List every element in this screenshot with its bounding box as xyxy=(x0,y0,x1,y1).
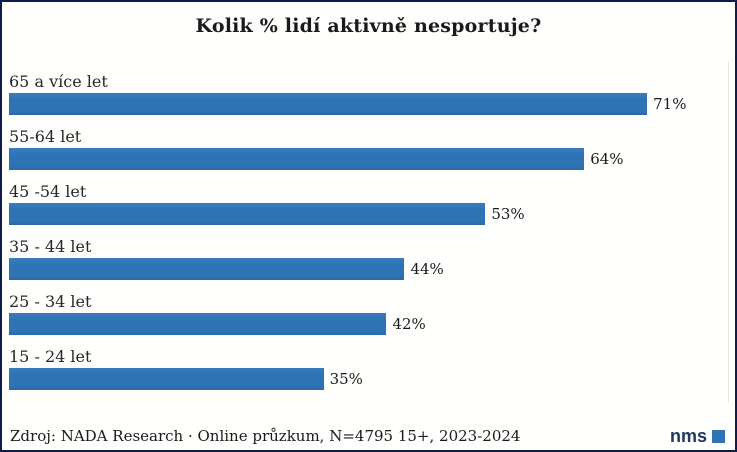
bar-row: 25 - 34 let 42% xyxy=(9,293,728,335)
bar-row: 15 - 24 let 35% xyxy=(9,348,728,390)
value-label: 64% xyxy=(590,150,624,168)
footer: Zdroj: NADA Research · Online průzkum, N… xyxy=(10,427,725,445)
chart-title: Kolik % lidí aktivně nesportuje? xyxy=(195,15,542,37)
value-label: 35% xyxy=(329,370,363,388)
bar-row: 65 a více let 71% xyxy=(9,73,728,115)
category-label: 15 - 24 let xyxy=(9,347,92,366)
bar-line: 35% xyxy=(9,368,728,390)
value-label: 42% xyxy=(392,315,426,333)
value-label: 44% xyxy=(410,260,444,278)
nms-logo-text: nms xyxy=(669,426,707,446)
bar xyxy=(9,148,585,170)
plot-right-border xyxy=(728,62,729,402)
bar-row: 55-64 let 64% xyxy=(9,128,728,170)
category-label: 25 - 34 let xyxy=(9,292,92,311)
bar-line: 71% xyxy=(9,93,728,115)
bar xyxy=(9,93,648,115)
nms-logo: nms xyxy=(670,427,725,445)
logo-square-icon xyxy=(712,429,725,443)
value-label: 71% xyxy=(653,95,687,113)
bar-line: 53% xyxy=(9,203,728,225)
bar-line: 44% xyxy=(9,258,728,280)
category-label: 35 - 44 let xyxy=(9,237,92,256)
bar-row: 45 -54 let 53% xyxy=(9,183,728,225)
category-label: 45 -54 let xyxy=(9,182,87,201)
category-label: 65 a více let xyxy=(9,72,108,91)
bar xyxy=(9,313,387,335)
bar xyxy=(9,203,486,225)
bar-line: 64% xyxy=(9,148,728,170)
bar xyxy=(9,258,405,280)
bar-chart: 65 a více let 71% 55-64 let 64% 45 -54 let 53… xyxy=(2,73,735,390)
bar-row: 35 - 44 let 44% xyxy=(9,238,728,280)
bar-line: 42% xyxy=(9,313,728,335)
source-note: Zdroj: NADA Research · Online průzkum, N… xyxy=(10,427,521,445)
value-label: 53% xyxy=(491,205,525,223)
bar xyxy=(9,368,324,390)
category-label: 55-64 let xyxy=(9,127,82,146)
